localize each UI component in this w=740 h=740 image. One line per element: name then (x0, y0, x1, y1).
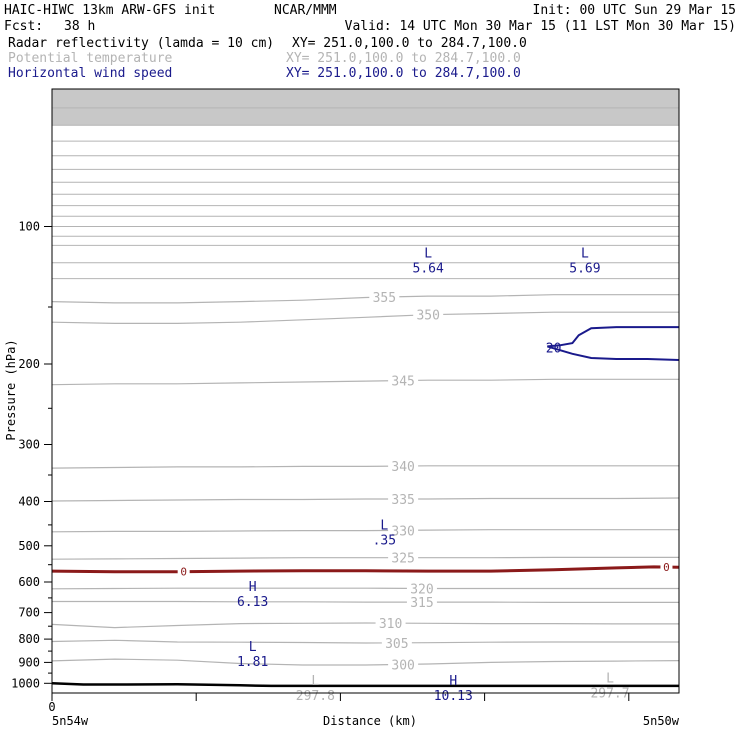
theta-label-bg-350 (413, 306, 444, 321)
extremum-kind-0: L (424, 247, 432, 262)
theta-label-bg-330 (388, 522, 419, 537)
theta-label-335: 335 (391, 493, 414, 508)
y-tick-label-700: 700 (18, 606, 40, 620)
theta-label-310: 310 (379, 617, 402, 632)
theta-label-325: 325 (391, 552, 414, 567)
theta-contour-320 (51, 587, 679, 590)
theta-label-bg-315 (406, 594, 437, 609)
ground-line (51, 682, 679, 688)
reflectivity-label-1: 0 (663, 561, 670, 574)
theta-label-350: 350 (416, 309, 439, 324)
theta-contour-355 (51, 294, 679, 304)
y-tick-label-200: 200 (18, 357, 40, 371)
theta-label-305: 305 (385, 637, 408, 652)
extrema-labels: L5.64L5.69L.35H6.13L1.81L297.8H10.13L297… (237, 247, 630, 704)
extremum-kind-1: L (581, 247, 589, 262)
reflectivity-label-0: 0 (180, 566, 187, 579)
theta-label-355: 355 (373, 291, 396, 306)
extremum-kind-7: L (606, 671, 614, 686)
y-tick-label-300: 300 (18, 437, 40, 451)
theta-contour-330 (51, 529, 679, 533)
theta-contour-310 (51, 622, 679, 629)
theta-label-bg-305 (381, 634, 412, 649)
extremum-value-3: 6.13 (237, 595, 268, 610)
sky-region (52, 89, 679, 280)
x-axis-label: Distance (km) (323, 714, 417, 728)
theta-label-330: 330 (391, 524, 414, 539)
theta-contour-315 (52, 600, 679, 603)
theta-contour-340 (51, 465, 679, 469)
x-start-label: 5n54w (52, 714, 89, 728)
header-model: HAIC-HIWC 13km ARW-GFS init (4, 3, 215, 18)
header-init: Init: 00 UTC Sun 29 Mar 15 (533, 3, 737, 18)
theta-label-bg-335 (388, 491, 419, 506)
theta-label-320: 320 (410, 582, 433, 597)
theta-contour-335 (51, 497, 680, 502)
sky-fill (52, 89, 679, 126)
x-zero-label: 0 (48, 700, 55, 714)
extremum-kind-5: L (311, 674, 319, 689)
theta-contour-345 (51, 378, 679, 386)
header-valid: Valid: 14 UTC Mon 30 Mar 15 (11 LST Mon … (345, 19, 736, 34)
theta-label-300: 300 (391, 658, 414, 673)
reflectivity-label-bg-0 (177, 564, 190, 578)
y-tick-label-100: 100 (18, 220, 40, 234)
theta-contour-300 (51, 658, 680, 666)
wind-contour: 20 (546, 326, 680, 361)
theta-label-bg-310 (375, 615, 406, 630)
extremum-value-7: 297.7 (590, 686, 629, 701)
extremum-value-6: 10.13 (434, 689, 473, 704)
y-tick-label-400: 400 (18, 495, 40, 509)
theta-label-bg-340 (388, 458, 419, 473)
plot-frame (51, 88, 680, 694)
theta-label-315: 315 (410, 596, 433, 611)
extremum-kind-3: H (249, 580, 257, 595)
field-name-reflectivity: Radar reflectivity (lamda = 10 cm) (8, 36, 274, 51)
y-tick-label-600: 600 (18, 575, 40, 589)
theta-contour-325 (51, 556, 679, 560)
extremum-value-1: 5.69 (569, 262, 600, 277)
field-name-wind: Horizontal wind speed (8, 66, 172, 81)
field-xy-theta: XY= 251.0,100.0 to 284.7,100.0 (286, 51, 521, 66)
theta-label-bg-325 (388, 549, 419, 564)
theta-label-bg-320 (406, 580, 437, 595)
extremum-kind-6: H (449, 674, 457, 689)
header-fcst-value: 38 h (64, 19, 95, 34)
field-name-theta: Potential temperature (8, 51, 173, 66)
theta-contour-350 (51, 311, 679, 324)
y-tick-label-500: 500 (18, 539, 40, 553)
wind-contour-label: 20 (546, 341, 562, 356)
theta-label-bg-355 (369, 289, 400, 304)
extremum-value-0: 5.64 (413, 262, 444, 277)
theta-label-bg-345 (388, 372, 419, 387)
extremum-kind-4: L (249, 640, 257, 655)
ground-profile (51, 682, 679, 688)
y-tick-label-800: 800 (18, 632, 40, 646)
extremum-kind-2: L (380, 518, 388, 533)
extremum-value-5: 297.8 (296, 689, 335, 704)
header-fcst-label: Fcst: (4, 19, 43, 34)
extremum-value-4: 1.81 (237, 655, 268, 670)
y-tick-label-900: 900 (18, 655, 40, 669)
wind-contour-lower (547, 345, 680, 361)
reflectivity-contour-line (51, 565, 680, 574)
y-axis-label: Pressure (hPa) (4, 339, 18, 440)
field-xy-reflectivity: XY= 251.0,100.0 to 284.7,100.0 (292, 36, 527, 51)
theta-label-bg-300 (388, 656, 419, 671)
y-tick-label-1000: 1000 (11, 676, 40, 690)
theta-label-345: 345 (391, 375, 414, 390)
reflectivity-label-bg-1 (660, 560, 673, 574)
theta-label-340: 340 (391, 460, 414, 475)
x-end-label: 5n50w (643, 714, 680, 728)
wind-contour-upper (547, 326, 679, 348)
header-org: NCAR/MMM (274, 3, 337, 18)
field-xy-wind: XY= 251.0,100.0 to 284.7,100.0 (286, 66, 521, 81)
theta-contour-305 (51, 639, 679, 644)
extremum-value-2: .35 (373, 533, 396, 548)
